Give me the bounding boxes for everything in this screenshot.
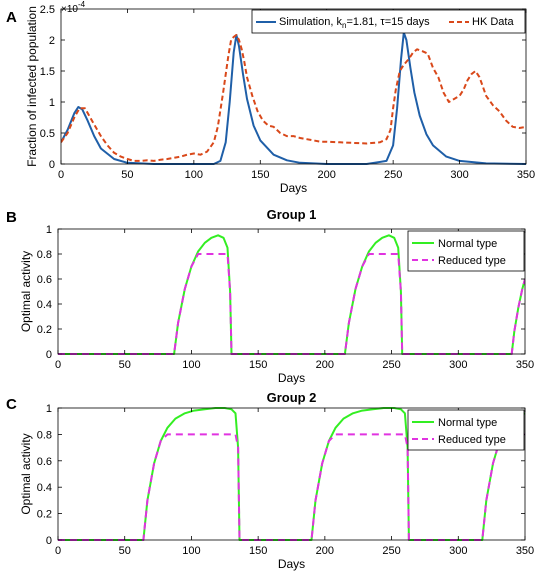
y-tick-label: 1: [46, 224, 52, 236]
y-tick-label: 2.5: [40, 4, 55, 16]
y-tick-label: 0.4: [37, 482, 52, 494]
legend-box: [407, 409, 525, 451]
y-tick-label: 0.8: [37, 249, 52, 261]
y-tick-label: 0: [46, 349, 52, 361]
legend-box: [251, 9, 526, 34]
y-tick-label: 0.5: [40, 128, 55, 140]
x-tick-label: 0: [55, 359, 61, 371]
x-tick-label: 200: [316, 545, 334, 557]
x-tick-label: 150: [249, 545, 267, 557]
x-tick-label: 50: [119, 359, 131, 371]
panel-letter: C: [6, 396, 17, 413]
series-group: [61, 31, 526, 165]
x-tick-label: 300: [450, 169, 468, 181]
axes-box: [60, 8, 527, 165]
y-tick-label: 1: [46, 403, 52, 415]
y-tick-label: 0.6: [37, 274, 52, 286]
panel-letter: B: [6, 209, 17, 226]
legend-label-reduced: Reduced type: [438, 434, 506, 446]
series-line-hk-data: [61, 34, 526, 162]
x-tick-label: 350: [517, 169, 535, 181]
x-tick-label: 50: [119, 545, 131, 557]
legend: Simulation, kn=1.81, τ=15 days HK Data: [251, 9, 526, 34]
x-tick-label: 50: [121, 169, 133, 181]
x-tick-label: 300: [449, 545, 467, 557]
y-tick-label: 0: [49, 159, 55, 171]
x-tick-label: 150: [249, 359, 267, 371]
panel-c: C Group 2 0 50 100 150 200 250 300 350 0 0.2 0.4 0.6 0…: [6, 390, 534, 571]
axes-box: [57, 407, 526, 541]
legend-label-normal: Normal type: [438, 238, 497, 250]
x-tick-label: 350: [516, 359, 534, 371]
y-exponent-label: ×10-4: [61, 0, 86, 15]
y-tick-label: 1: [49, 97, 55, 109]
panel-letter: A: [6, 9, 17, 26]
x-axis-label: Days: [278, 557, 305, 571]
panel-b: B Group 1 0 50 100 150 200 250 300 350 0 0.2 0.4 0.6 0…: [6, 207, 534, 385]
x-tick-label: 250: [382, 545, 400, 557]
y-tick-label: 0.2: [37, 509, 52, 521]
y-tick-label: 0: [46, 535, 52, 547]
y-exponent-power: -4: [78, 0, 86, 9]
x-tick-label: 200: [318, 169, 336, 181]
series-line-simulation-kn-1-81-15-days: [61, 31, 526, 165]
y-tick-label: 0.6: [37, 456, 52, 468]
x-tick-label: 0: [55, 545, 61, 557]
legend: Normal type Reduced type: [407, 409, 525, 451]
axes-box: [57, 228, 526, 355]
panel-a: A 0 50 100 150 200 250 300 350 0 0.5 1 1.5 2 2.5 Days Fr…: [6, 0, 535, 195]
x-axis-label: Days: [280, 181, 307, 195]
legend-label-normal: Normal type: [438, 417, 497, 429]
legend-label-simulation: Simulation, kn=1.81, τ=15 days: [279, 16, 430, 30]
legend-box: [407, 230, 525, 272]
x-tick-label: 300: [449, 359, 467, 371]
x-tick-label: 100: [185, 169, 203, 181]
series-line-reduced-type: [58, 433, 525, 541]
legend-label-reduced: Reduced type: [438, 255, 506, 267]
x-tick-label: 250: [382, 359, 400, 371]
legend-label-hk-data: HK Data: [472, 16, 514, 28]
y-tick-label: 2: [49, 35, 55, 47]
x-tick-label: 100: [182, 545, 200, 557]
panel-title: Group 1: [267, 207, 317, 222]
y-axis-label: Optimal activity: [19, 251, 33, 332]
x-axis-label: Days: [278, 371, 305, 385]
y-tick-label: 0.2: [37, 324, 52, 336]
x-tick-label: 200: [316, 359, 334, 371]
x-tick-label: 150: [251, 169, 269, 181]
y-tick-label: 0.4: [37, 299, 52, 311]
x-tick-label: 350: [516, 545, 534, 557]
y-axis-label: Optimal activity: [19, 433, 33, 514]
panel-title: Group 2: [267, 390, 317, 405]
y-tick-label: 1.5: [40, 66, 55, 78]
x-tick-label: 100: [182, 359, 200, 371]
y-tick-label: 0.8: [37, 429, 52, 441]
legend: Normal type Reduced type: [407, 230, 525, 272]
x-tick-label: 250: [384, 169, 402, 181]
x-tick-label: 0: [58, 169, 64, 181]
y-axis-label: Fraction of infected population: [25, 6, 39, 167]
